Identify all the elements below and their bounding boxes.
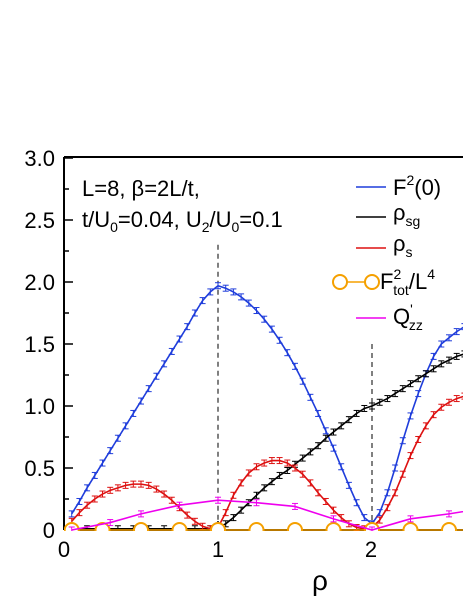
series-Qzz (68, 496, 463, 531)
x-axis-label: ρ (312, 565, 328, 596)
data-point-F2_tot (402, 522, 419, 531)
data-point-F2_tot (325, 522, 342, 531)
legend-entry-rho-s: ρs (356, 231, 413, 260)
legend-entry-f2-0: F2(0) (356, 172, 441, 200)
series-F2_tot (64, 522, 463, 531)
data-point-F2_tot (248, 522, 265, 531)
series-line-rho_s (71, 395, 463, 530)
legend-label-rho-sg: ρsg (393, 200, 420, 229)
y-tick-label: 1.0 (24, 394, 55, 419)
legend: F2(0) ρsg ρs F2 tot/L4 Q' zz (332, 172, 441, 333)
data-point-F2_tot (441, 522, 457, 531)
legend-label-f2-0: F2(0) (393, 172, 441, 200)
x-tick-label: 2 (365, 537, 377, 562)
legend-marker-f2-tot (364, 274, 380, 290)
x-tick-labels: 0 1 2 (58, 537, 377, 562)
series-line-rho_sg (71, 353, 463, 530)
legend-marker-f2-tot (332, 274, 348, 290)
y-tick-label: 0.5 (24, 456, 55, 481)
data-point-F2_tot (210, 522, 226, 531)
data-point-F2_tot (171, 522, 188, 531)
series-line-Qzz (71, 499, 463, 531)
y-tick-label: 2.5 (24, 208, 55, 233)
data-point-F2_tot (133, 522, 149, 531)
y-tick-labels: 0 0.5 1.0 1.5 2.0 2.5 3.0 (24, 146, 55, 543)
series-layer (64, 282, 463, 531)
annotation-line-1: L=8, β=2L/t, (82, 176, 200, 201)
legend-entry-rho-sg: ρsg (356, 200, 420, 229)
x-tick-label: 0 (58, 537, 70, 562)
reference-lines (217, 244, 373, 530)
legend-label-rho-s: ρs (393, 231, 413, 260)
annotation-line-2: t/U0=0.04, U2/U0=0.1 (82, 207, 283, 235)
series-F2_0 (68, 282, 463, 528)
y-tick-label: 2.0 (24, 270, 55, 295)
y-tick-label: 3.0 (24, 146, 55, 171)
series-rho_s (68, 392, 463, 531)
y-tick-label: 0 (43, 518, 55, 543)
y-tick-label: 1.5 (24, 332, 55, 357)
legend-label-f2-tot: F2 tot/L4 (380, 266, 435, 298)
data-point-F2_tot (287, 522, 303, 531)
x-tick-label: 1 (212, 537, 224, 562)
legend-label-qzz: Q' zz (393, 301, 423, 333)
legend-entry-qzz: Q' zz (356, 301, 423, 333)
legend-entry-f2-tot: F2 tot/L4 (332, 266, 435, 298)
annotation: L=8, β=2L/t, t/U0=0.04, U2/U0=0.1 (82, 176, 283, 235)
